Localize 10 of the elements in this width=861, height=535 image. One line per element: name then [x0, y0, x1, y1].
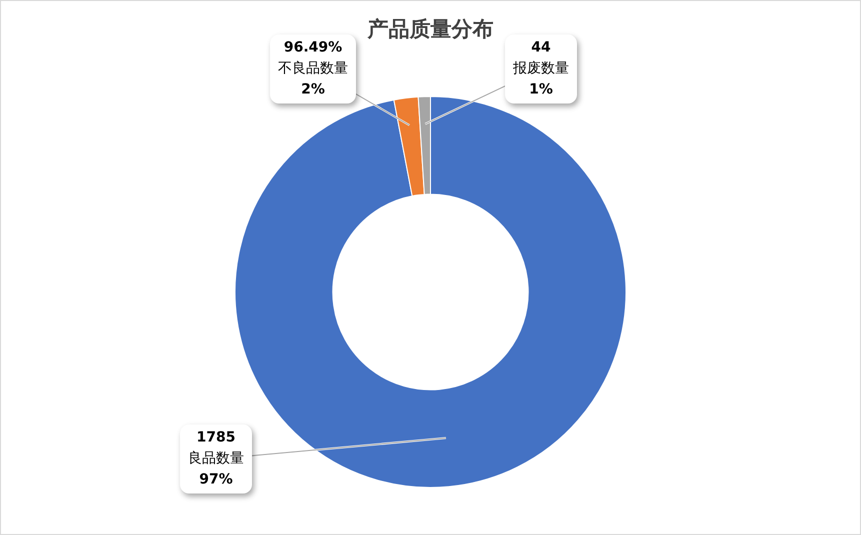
- slice-label: 良品数量: [188, 450, 244, 466]
- text: 96.49%: [284, 40, 342, 56]
- chart-title: 产品质量分布: [368, 17, 494, 41]
- slice-label: 不良品数量: [278, 60, 348, 76]
- data-label: 1%: [529, 82, 553, 98]
- slice-label: 报废数量: [513, 60, 569, 76]
- data-label: 2%: [301, 82, 325, 98]
- data-label: 97%: [199, 472, 233, 488]
- text: 44: [531, 40, 551, 56]
- text: 1785: [196, 430, 236, 446]
